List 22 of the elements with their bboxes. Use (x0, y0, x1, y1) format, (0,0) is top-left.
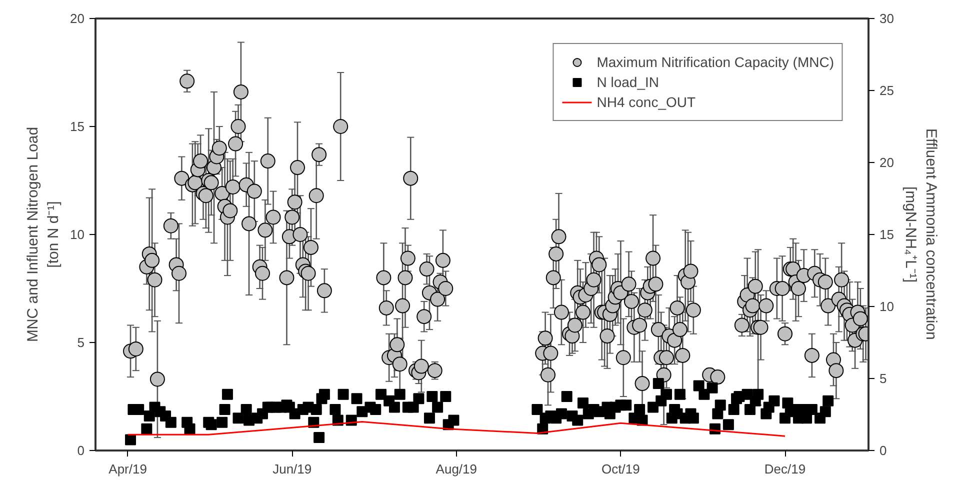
y-tick-label: 5 (77, 335, 85, 350)
y2-axis-title: Effluent Ammonia concentration [mgN-NH₄⁺L⁻¹] (902, 128, 940, 340)
legend-label: N load_IN (596, 74, 659, 90)
y-tick-label: 0 (77, 443, 85, 458)
x-tick-label: Jun/19 (272, 462, 312, 476)
x-tick-label: Oct/19 (602, 462, 640, 476)
y2-tick-label: 15 (880, 227, 894, 242)
y-tick-label: 15 (70, 119, 85, 134)
y-tick-label: 10 (70, 227, 85, 242)
legend-label: Maximum Nitrification Capacity (MNC) (596, 54, 834, 70)
legend-label: NH4 conc_OUT (596, 94, 696, 110)
y2-tick-label: 20 (880, 155, 894, 170)
y2-tick-label: 0 (880, 443, 887, 458)
y2-tick-label: 5 (880, 371, 887, 386)
y-tick-label: 20 (70, 11, 85, 26)
y-axis-title: MNC and Influent Nitrogen Load [ton N d⁻¹] (24, 126, 62, 342)
x-tick-label: Dec/19 (764, 462, 806, 476)
x-tick-label: Aug/19 (436, 462, 478, 476)
y2-tick-label: 30 (880, 11, 894, 26)
y2-tick-label: 10 (880, 299, 894, 314)
x-tick-label: Apr/19 (108, 462, 147, 476)
y2-tick-label: 25 (880, 83, 894, 98)
